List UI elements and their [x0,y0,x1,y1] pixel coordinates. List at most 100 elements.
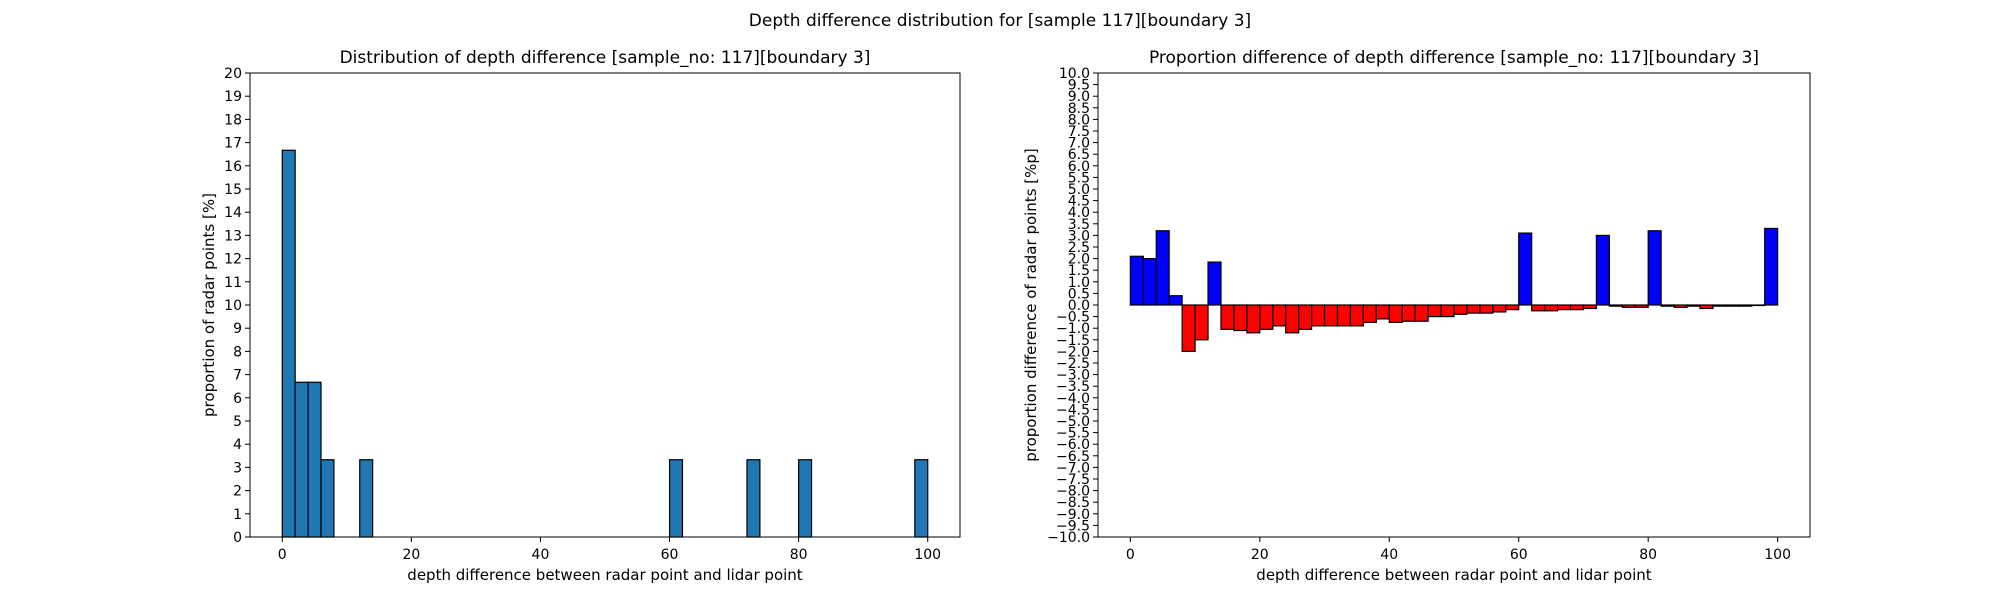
y-tick-label: −7.0 [1056,460,1090,476]
bar-1-42 [1673,304,1688,308]
bar-1-13 [1298,304,1313,330]
y-tick-label: 3 [233,460,242,476]
bar-1-22 [1414,304,1429,322]
bar-1-32 [1544,304,1559,312]
y-tick-label: 2 [233,484,242,500]
y-tick-label: −4.0 [1056,391,1090,407]
bar-1-31 [1531,304,1546,312]
y-axis-label: proportion difference of radar points [%… [1022,148,1040,462]
y-tick-label: 20 [224,66,242,82]
y-tick-label: 11 [224,275,242,291]
x-tick-label: 80 [790,547,808,563]
bar-1-35 [1582,304,1597,310]
bar-1-7 [1220,304,1235,330]
bar-1-34 [1569,304,1585,311]
y-tick-label: 7.0 [1068,136,1090,152]
bar-1-12 [1285,304,1300,334]
y-tick-label: −3.0 [1056,368,1090,384]
bar-1-39 [1634,304,1649,308]
x-axis-label: depth difference between radar point and… [1256,566,1652,584]
bar-1-48 [1751,304,1766,307]
y-tick-label: 2.5 [1068,240,1090,256]
y-tick-label: −5.0 [1056,414,1090,430]
y-tick-label: −10.0 [1047,530,1090,546]
bar-0-7 [798,459,813,538]
bar-1-17 [1349,304,1364,327]
y-tick-label: 15 [224,182,242,198]
y-tick-label: −9.5 [1056,518,1090,534]
x-axis-label: depth difference between radar point and… [407,566,803,584]
plot-frame [249,72,961,538]
y-tick-label: 0 [233,530,242,546]
bar-1-44 [1699,304,1714,310]
bar-1-41 [1660,304,1675,307]
y-tick-label: 14 [224,205,242,221]
bar-1-1 [1142,258,1157,306]
x-tick-label: 0 [278,547,287,563]
chart-proportion-difference: −10.0−9.5−9.0−8.5−8.0−7.5−7.0−6.5−6.0−5.… [1022,48,1811,584]
subplot-title: Proportion difference of depth differenc… [1149,48,1759,68]
y-tick-label: 17 [224,136,242,152]
x-tick-label: 60 [1510,547,1528,563]
x-tick-label: 100 [1764,547,1791,563]
y-tick-label: −0.5 [1056,310,1090,326]
y-tick-label: −2.5 [1056,356,1090,372]
y-tick-label: 3.5 [1068,217,1090,233]
x-tick-label: 20 [402,547,420,563]
bar-1-23 [1427,304,1442,318]
bar-1-43 [1686,304,1701,307]
y-tick-label: 5.5 [1068,170,1090,186]
bar-1-19 [1375,304,1390,320]
bar-0-4 [359,459,374,538]
bar-1-0 [1129,255,1144,306]
y-tick-label: −8.5 [1056,495,1090,511]
y-tick-label: 13 [224,228,242,244]
y-tick-label: 6 [233,391,242,407]
y-tick-label: 8 [233,344,242,360]
bar-0-3 [320,459,335,538]
y-tick-label: 2.0 [1068,252,1090,268]
bar-1-6 [1207,261,1222,306]
bar-1-49 [1764,227,1779,306]
y-tick-label: 4.5 [1068,194,1090,210]
bar-1-2 [1155,230,1170,306]
bar-1-40 [1647,230,1662,306]
y-tick-label: 1.5 [1068,263,1090,279]
bar-1-30 [1518,232,1533,306]
bar-1-5 [1194,304,1209,341]
bar-0-1 [294,381,309,538]
y-tick-label: 6.5 [1068,147,1090,163]
figure-suptitle: Depth difference distribution for [sampl… [749,11,1251,31]
bar-1-11 [1272,304,1287,327]
bar-1-29 [1505,304,1520,311]
bar-1-33 [1556,304,1572,311]
bar-1-47 [1738,304,1753,307]
bar-1-14 [1310,304,1326,327]
bar-1-37 [1608,304,1623,307]
y-tick-label: 5.0 [1068,182,1090,198]
y-tick-label: −2.0 [1056,344,1090,360]
y-tick-label: 4 [233,437,242,453]
y-tick-label: 12 [224,252,242,268]
y-tick-label: −9.0 [1056,507,1090,523]
bar-1-46 [1725,304,1740,307]
y-tick-label: 6.0 [1068,159,1090,175]
bar-1-36 [1595,234,1610,306]
y-tick-label: 19 [224,89,242,105]
bar-1-8 [1233,304,1248,332]
y-tick-label: −1.0 [1056,321,1090,337]
bar-1-21 [1401,304,1416,322]
x-tick-label: 40 [532,547,550,563]
bar-1-45 [1712,304,1727,307]
y-tick-label: 10 [224,298,242,314]
y-tick-label: −5.5 [1056,426,1090,442]
y-tick-label: 7 [233,368,242,384]
bar-0-5 [668,459,684,538]
y-tick-label: −4.5 [1056,402,1090,418]
bar-1-27 [1479,304,1494,314]
bar-1-4 [1181,304,1196,353]
x-tick-label: 40 [1380,547,1398,563]
y-axis-label: proportion of radar points [%] [200,193,218,417]
bar-0-2 [307,381,322,538]
